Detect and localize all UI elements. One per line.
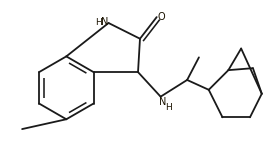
- Text: H: H: [165, 103, 172, 112]
- Text: O: O: [158, 12, 165, 22]
- Text: N: N: [159, 97, 166, 107]
- Text: H: H: [95, 17, 102, 27]
- Text: N: N: [101, 17, 108, 27]
